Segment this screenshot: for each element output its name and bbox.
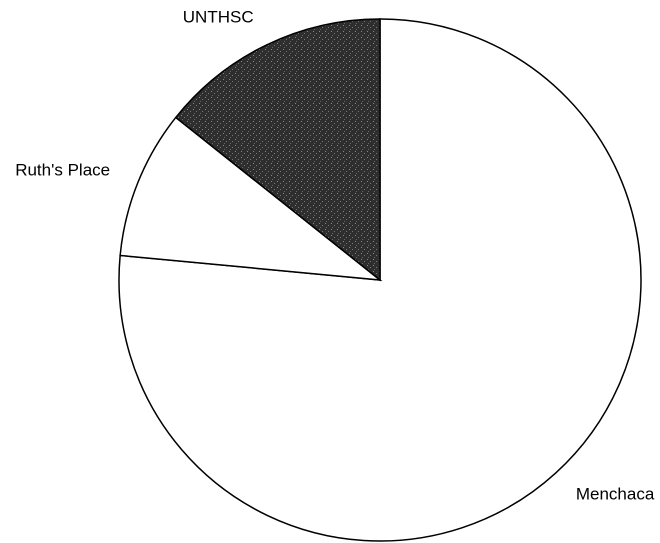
slice-label: Ruth's Place (15, 161, 110, 180)
slice-label: Menchaca (576, 485, 655, 504)
pie-slice (118, 18, 642, 542)
pie-slice (174, 18, 381, 282)
pie-slice (119, 116, 383, 281)
slice-label: UNTHSC (183, 7, 254, 26)
